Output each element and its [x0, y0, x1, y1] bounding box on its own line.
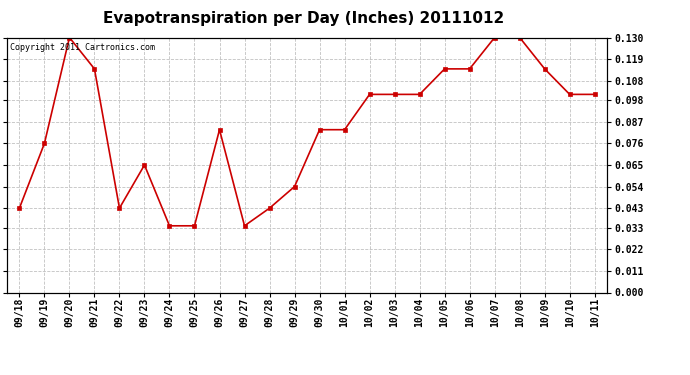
- Text: Evapotranspiration per Day (Inches) 20111012: Evapotranspiration per Day (Inches) 2011…: [103, 11, 504, 26]
- Text: Copyright 2011 Cartronics.com: Copyright 2011 Cartronics.com: [10, 43, 155, 52]
